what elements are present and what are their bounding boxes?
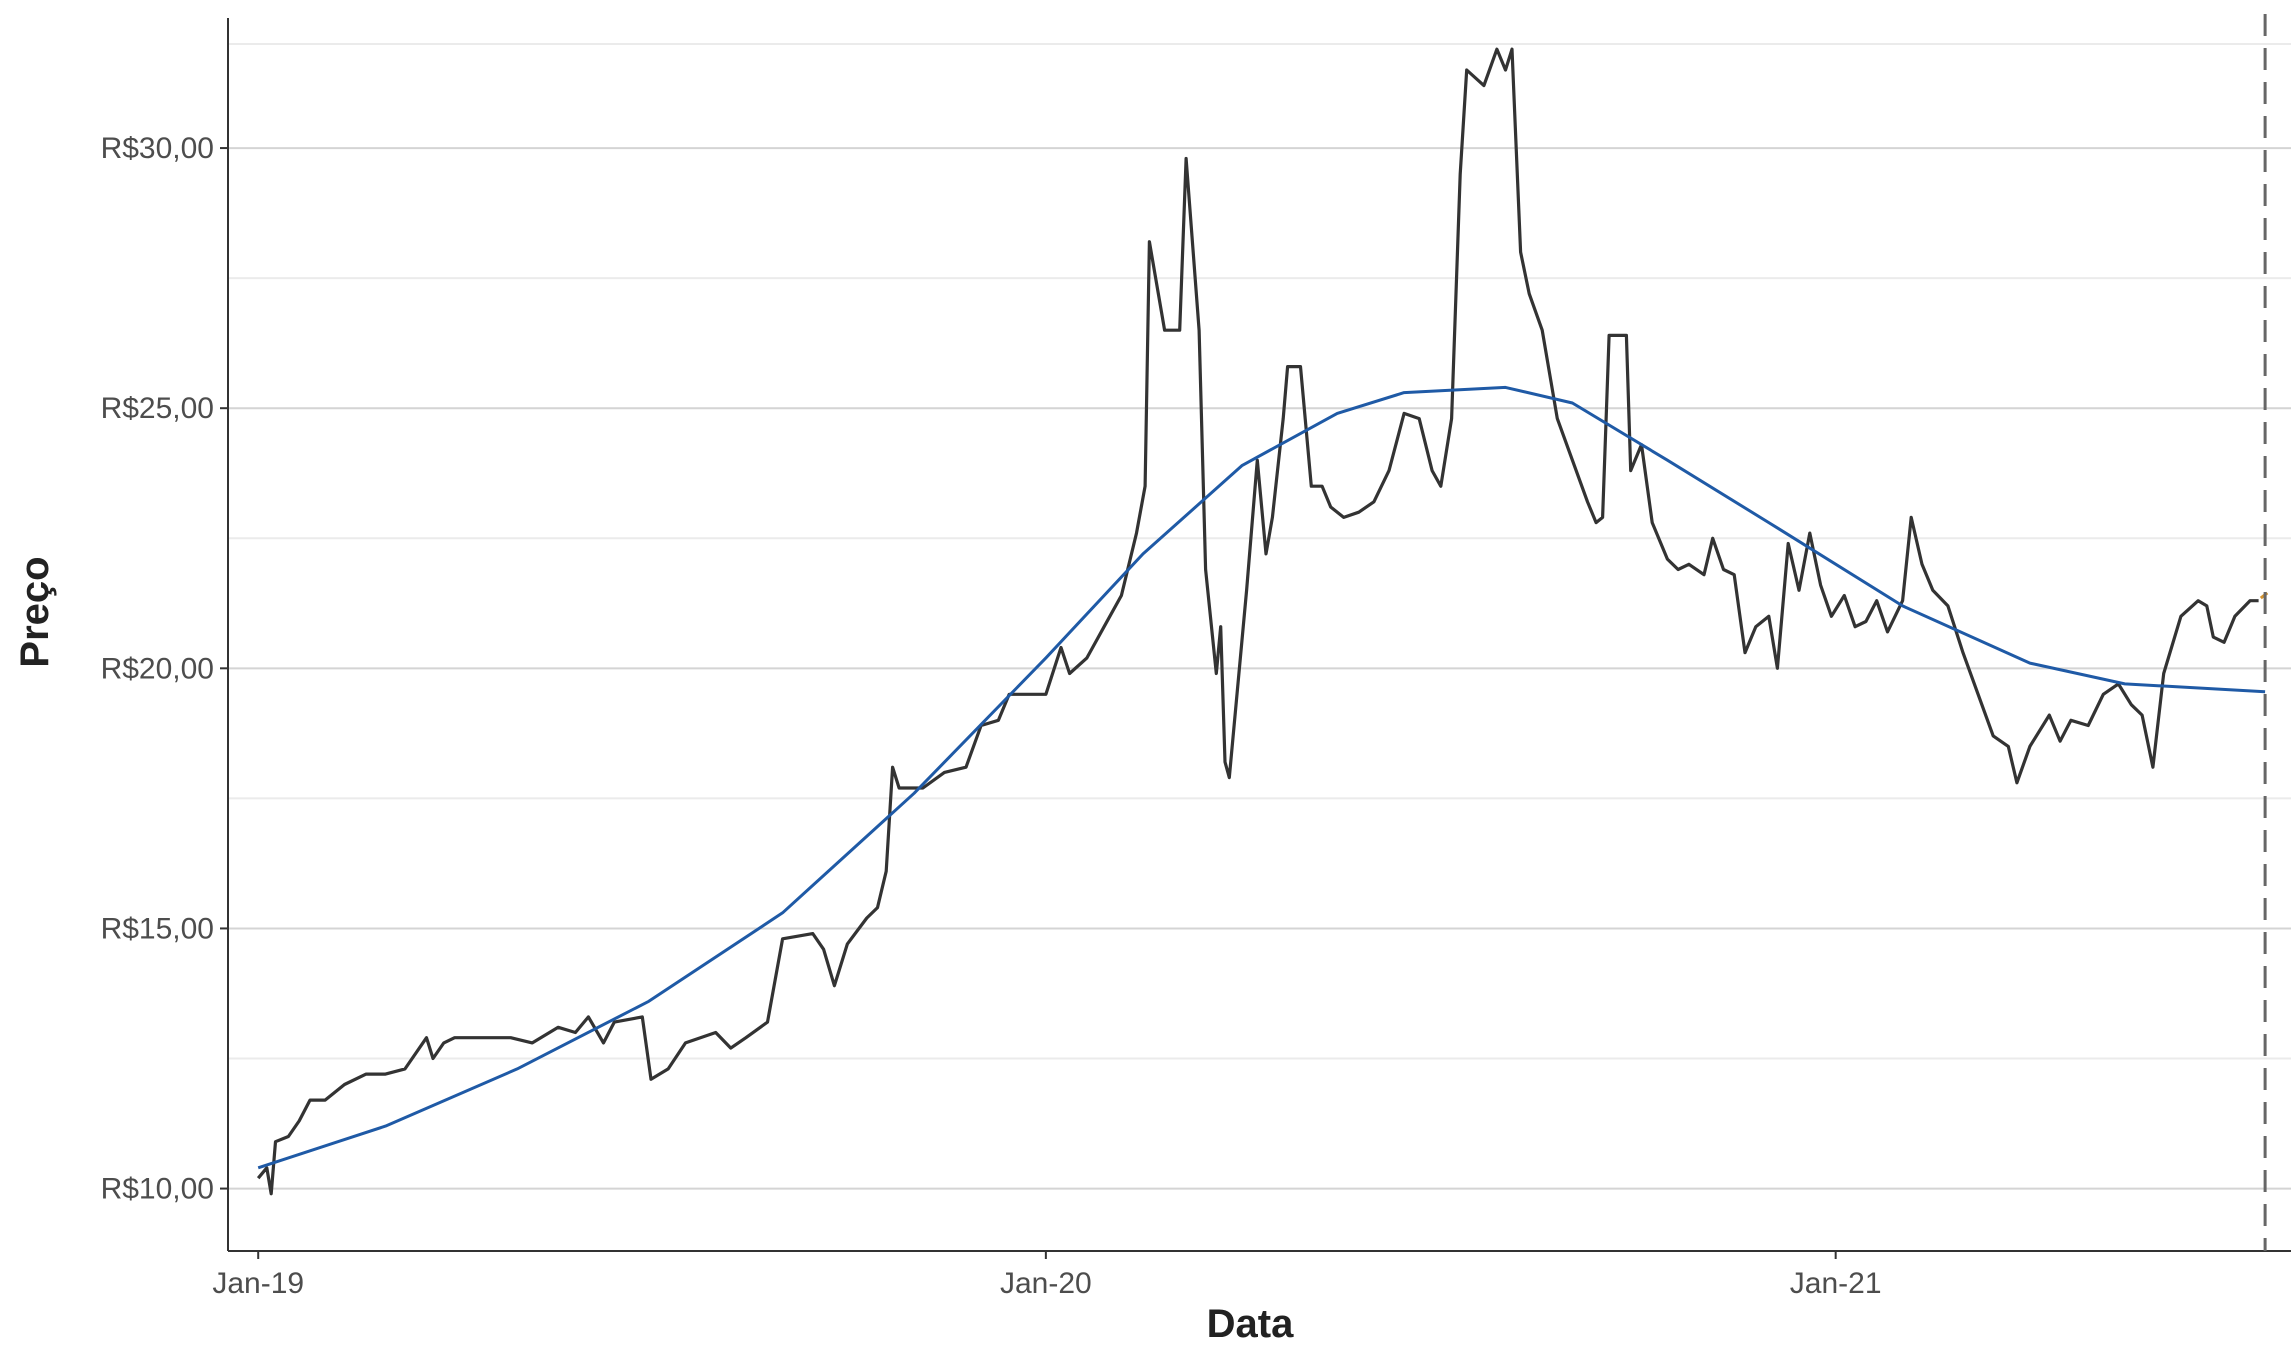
series-line-trend	[257, 385, 2266, 1170]
y-axis-ticks: R$10,00 R$15,00 R$20,00 R$25,00 R$30,00	[101, 132, 228, 1206]
x-axis-ticks: Jan-19 Jan-20 Jan-21	[212, 1251, 1882, 1300]
series-line-price	[256, 47, 2259, 1196]
x-tick-label: Jan-21	[1790, 1267, 1882, 1300]
x-axis-title: Data	[1207, 1302, 1294, 1346]
x-tick-label: Jan-20	[1000, 1267, 1092, 1300]
y-tick-label: R$10,00	[101, 1173, 214, 1206]
x-tick-label: Jan-19	[212, 1267, 304, 1300]
y-tick-label: R$15,00	[101, 912, 214, 945]
gridlines	[228, 43, 2291, 1190]
axes	[227, 18, 2291, 1252]
y-tick-label: R$25,00	[101, 392, 214, 425]
y-axis-title: Preço	[13, 556, 57, 667]
y-tick-label: R$20,00	[101, 652, 214, 685]
y-tick-label: R$30,00	[101, 132, 214, 165]
